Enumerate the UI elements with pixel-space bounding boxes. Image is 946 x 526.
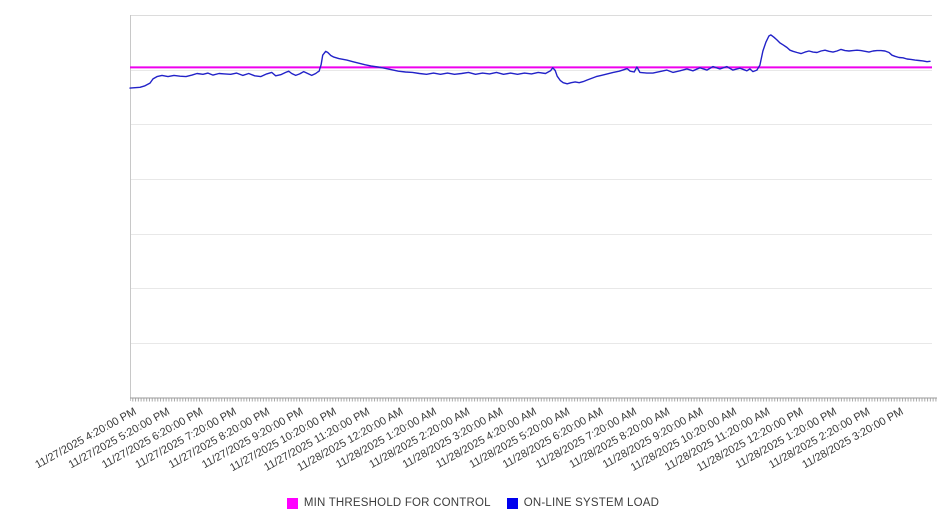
- online-system-load-swatch-icon: [506, 497, 518, 509]
- online-system-load-line: [129, 34, 931, 89]
- legend-label-min-threshold: MIN THRESHOLD FOR CONTROL: [303, 497, 491, 509]
- legend-label-online-system-load: ON-LINE SYSTEM LOAD: [523, 497, 660, 509]
- chart-legend: MIN THRESHOLD FOR CONTROL ON-LINE SYSTEM…: [0, 497, 946, 509]
- legend-item-min-threshold[interactable]: MIN THRESHOLD FOR CONTROL: [286, 497, 491, 509]
- legend-item-online-system-load[interactable]: ON-LINE SYSTEM LOAD: [506, 497, 660, 509]
- min-threshold-swatch-icon: [286, 497, 298, 509]
